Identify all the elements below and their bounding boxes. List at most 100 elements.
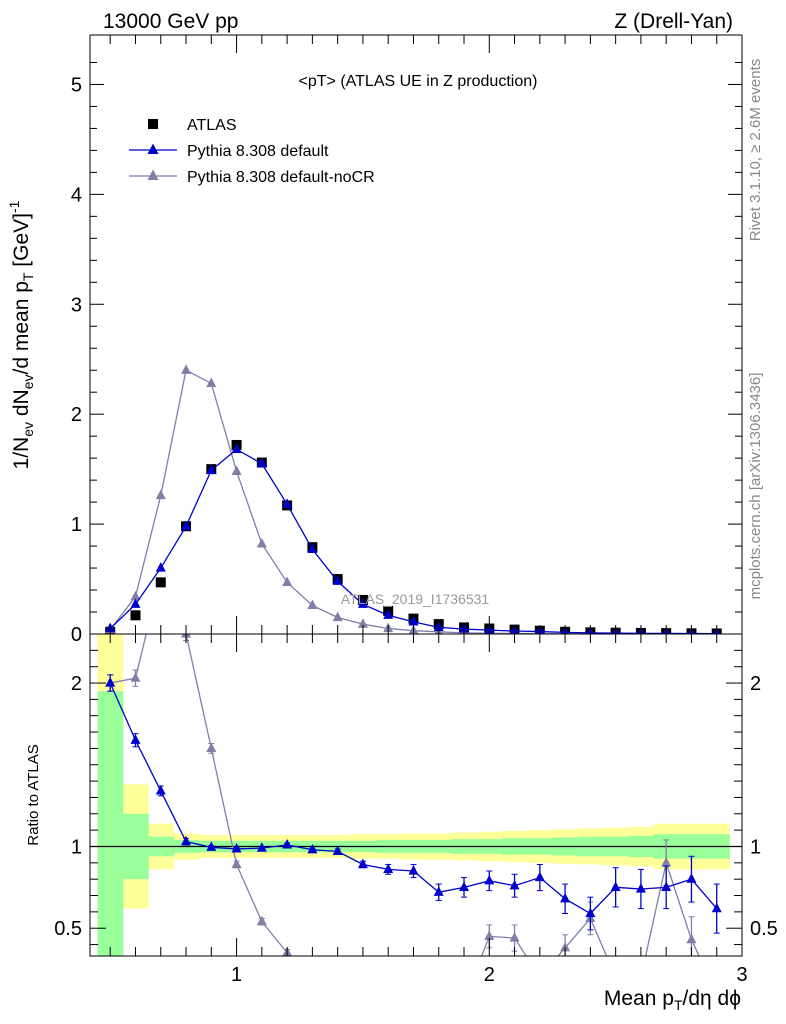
ratio-default-point	[130, 734, 141, 744]
pythia-default-point	[231, 443, 242, 453]
main-y-tick-label: 1	[71, 514, 82, 536]
ratio-default-point	[357, 858, 368, 869]
ratio-y-label: Ratio to ATLAS	[25, 744, 42, 845]
x-axis-label: Mean pT/dη dϕ	[604, 987, 741, 1013]
ratio-default-point	[610, 881, 621, 891]
ratio-nocr-point	[535, 971, 545, 981]
ratio-nocr-point	[661, 856, 672, 867]
svg-text:1/Nev dNev/d mean pT [GeV]-1: 1/Nev dNev/d mean pT [GeV]-1	[6, 200, 36, 469]
rivet-label: Rivet 3.1.10, ≥ 2.6M events	[747, 59, 764, 242]
mcplots-label: mcplots.cern.ch [arXiv:1306.3436]	[747, 373, 764, 600]
pythia-nocr-point	[206, 377, 217, 388]
legend-marker	[147, 143, 159, 154]
pythia-nocr-point	[130, 590, 141, 601]
ratio-plot-area	[90, 546, 742, 1006]
pythia-default-point	[130, 598, 141, 608]
ratio-default-point	[282, 838, 293, 849]
legend-atlas-marker	[148, 119, 158, 129]
pythia-nocr-point	[282, 576, 293, 586]
pythia-default-point	[206, 464, 217, 474]
ratio-default-point	[484, 874, 495, 885]
ratio-nocr-point	[206, 742, 217, 753]
ratio-default-point	[206, 841, 217, 851]
pythia-default-point	[307, 543, 318, 553]
ratio-nocr-point	[307, 971, 317, 981]
pythia-nocr-point	[181, 364, 192, 374]
pythia-nocr-point	[332, 611, 343, 622]
ratio-default-point	[534, 871, 545, 882]
ratio-nocr-point	[484, 930, 495, 940]
pythia-nocr-point	[357, 618, 368, 628]
pythia-nocr-point	[307, 599, 318, 610]
ratio-default-point	[585, 907, 596, 918]
ratio-default-line	[109, 682, 718, 915]
ratio-default-point	[383, 863, 394, 873]
ratio-nocr-point	[434, 996, 444, 1006]
x-tick-label: 3	[736, 964, 747, 986]
atlas-point	[155, 577, 166, 588]
ratio-nocr-point	[130, 672, 141, 682]
pythia-default-point	[256, 457, 267, 468]
ratio-y-tick-label: 0.5	[54, 918, 82, 940]
legend-label: Pythia 8.308 default-noCR	[187, 169, 375, 186]
ratio-y-tick-label-right: 2	[750, 673, 761, 695]
ratio-default-point	[711, 902, 722, 913]
ratio-default-point	[686, 873, 697, 883]
ratio-nocr-point	[408, 996, 418, 1006]
ratio-nocr-point	[231, 858, 242, 869]
pythia-default-point	[357, 598, 368, 608]
legend: ATLAS Pythia 8.308 default Pythia 8.308 de…	[129, 117, 375, 186]
main-y-tick-label: 2	[71, 404, 82, 426]
pythia-default-point	[332, 575, 343, 585]
ratio-default-point	[408, 865, 419, 875]
pythia-default-point	[383, 609, 394, 619]
watermark: ATLAS_2019_I1736531	[341, 591, 490, 607]
ratio-nocr-point	[358, 996, 368, 1006]
ratio-nocr-point	[611, 971, 621, 981]
ratio-nocr-point	[459, 996, 469, 1006]
main-y-tick-label: 5	[71, 74, 82, 96]
ratio-panel: 0.5 0.5 1 1 2 2 1 2 3 Ratio to ATLAS Mean pT/dη…	[25, 546, 778, 1013]
ratio-default-point	[459, 881, 470, 891]
uncertainty-band-inner	[97, 691, 124, 956]
header-left: 13000 GeV pp	[103, 10, 238, 33]
ratio-default-point	[307, 843, 318, 854]
ratio-default-point	[433, 886, 444, 896]
main-y-tick-label: 0	[71, 624, 82, 646]
ratio-y-axis: 0.5 0.5 1 1 2 2	[54, 649, 778, 946]
main-x-axis	[109, 35, 743, 634]
pythia-nocr-point	[155, 489, 166, 500]
ratio-default-point	[105, 677, 116, 687]
ratio-nocr-point	[156, 546, 166, 556]
x-tick-label: 1	[231, 964, 242, 986]
ratio-default-point	[560, 892, 571, 903]
ratio-default-point	[509, 879, 520, 890]
ratio-nocr-point	[560, 941, 571, 952]
ratio-y-tick-label: 1	[71, 836, 82, 858]
main-y-tick-label: 3	[71, 294, 82, 316]
ratio-nocr-point	[383, 996, 393, 1006]
x-tick-label: 2	[484, 964, 495, 986]
ratio-default-point	[155, 785, 166, 795]
main-y-axis: 0 1 2 3 4 5	[71, 61, 742, 646]
pythia-default-point	[181, 520, 192, 530]
main-y-tick-label: 4	[71, 184, 82, 206]
ratio-x-axis: 1 2 3	[109, 634, 748, 986]
ratio-y-tick-label-right: 0.5	[750, 918, 778, 940]
legend-marker	[147, 169, 159, 180]
pythia-nocr-point	[256, 537, 267, 548]
ratio-nocr-point	[686, 933, 697, 944]
main-title: <pT> (ATLAS UE in Z production)	[299, 73, 538, 90]
main-y-label: 1/Nev dNev/d mean pT [GeV]-1	[6, 200, 36, 469]
ratio-frame	[89, 633, 743, 957]
ratio-nocr-point	[636, 971, 646, 981]
ratio-y-tick-label: 2	[71, 673, 82, 695]
legend-label: ATLAS	[187, 117, 237, 134]
ratio-default-point	[181, 835, 192, 846]
header-right: Z (Drell-Yan)	[614, 10, 733, 33]
ratio-nocr-point	[509, 932, 520, 942]
pythia-default-point	[155, 562, 166, 572]
ratio-y-tick-label-right: 1	[750, 836, 761, 858]
legend-label: Pythia 8.308 default	[187, 143, 329, 160]
